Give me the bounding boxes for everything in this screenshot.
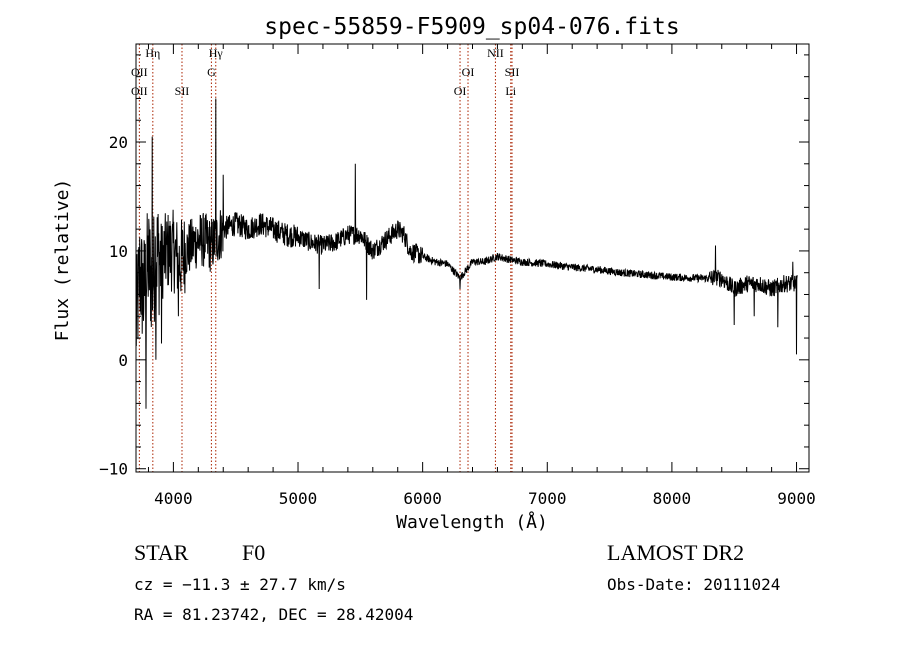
y-tick-label: 20 [109,133,128,152]
y-axis-label: Flux (relative) [52,179,73,342]
y-tick-label: −10 [99,460,128,479]
x-tick-label: 9000 [777,489,816,508]
y-tick-label: 0 [118,351,128,370]
spectral-line-label: Hη [145,46,160,60]
spectral-line-label: NII [487,46,504,60]
y-tick-label: 10 [109,242,128,261]
spectral-line-label: G [207,65,216,79]
chart-title: spec-55859-F5909_sp04-076.fits [264,14,679,40]
axes-frame [135,43,810,473]
obs-date-text: Obs-Date: 20111024 [607,575,780,594]
spectral-line-label: SII [505,65,520,79]
spectral-line-label: OI [454,84,467,98]
object-class: STAR [134,540,189,565]
coordinates-text: RA = 81.23742, DEC = 28.42004 [134,605,413,624]
axis-ticks: 4000 5000 6000 7000 8000 9000 −10 0 10 20 [99,44,816,508]
plot-frame [135,43,810,473]
x-tick-label: 4000 [154,489,193,508]
spectral-line-labels: OII OII Hη SII G Hγ OI OI NII Li SII [131,46,519,98]
x-tick-label: 5000 [279,489,318,508]
spectral-line-label: OI [462,65,475,79]
survey-name: LAMOST DR2 [607,540,744,565]
x-tick-label: 6000 [403,489,442,508]
spectral-line-label: OII [131,84,148,98]
spectral-line-label: OII [131,65,148,79]
spectral-line-label: Hγ [209,46,224,60]
object-subclass: F0 [242,540,265,565]
spectrum-line [135,98,798,409]
x-axis-label: Wavelength (Å) [396,511,548,533]
spectral-line-label: SII [175,84,190,98]
x-tick-label: 8000 [653,489,692,508]
redshift-text: cz = −11.3 ± 27.7 km/s [134,575,346,594]
x-tick-label: 7000 [528,489,567,508]
spectral-line-label: Li [505,84,516,98]
